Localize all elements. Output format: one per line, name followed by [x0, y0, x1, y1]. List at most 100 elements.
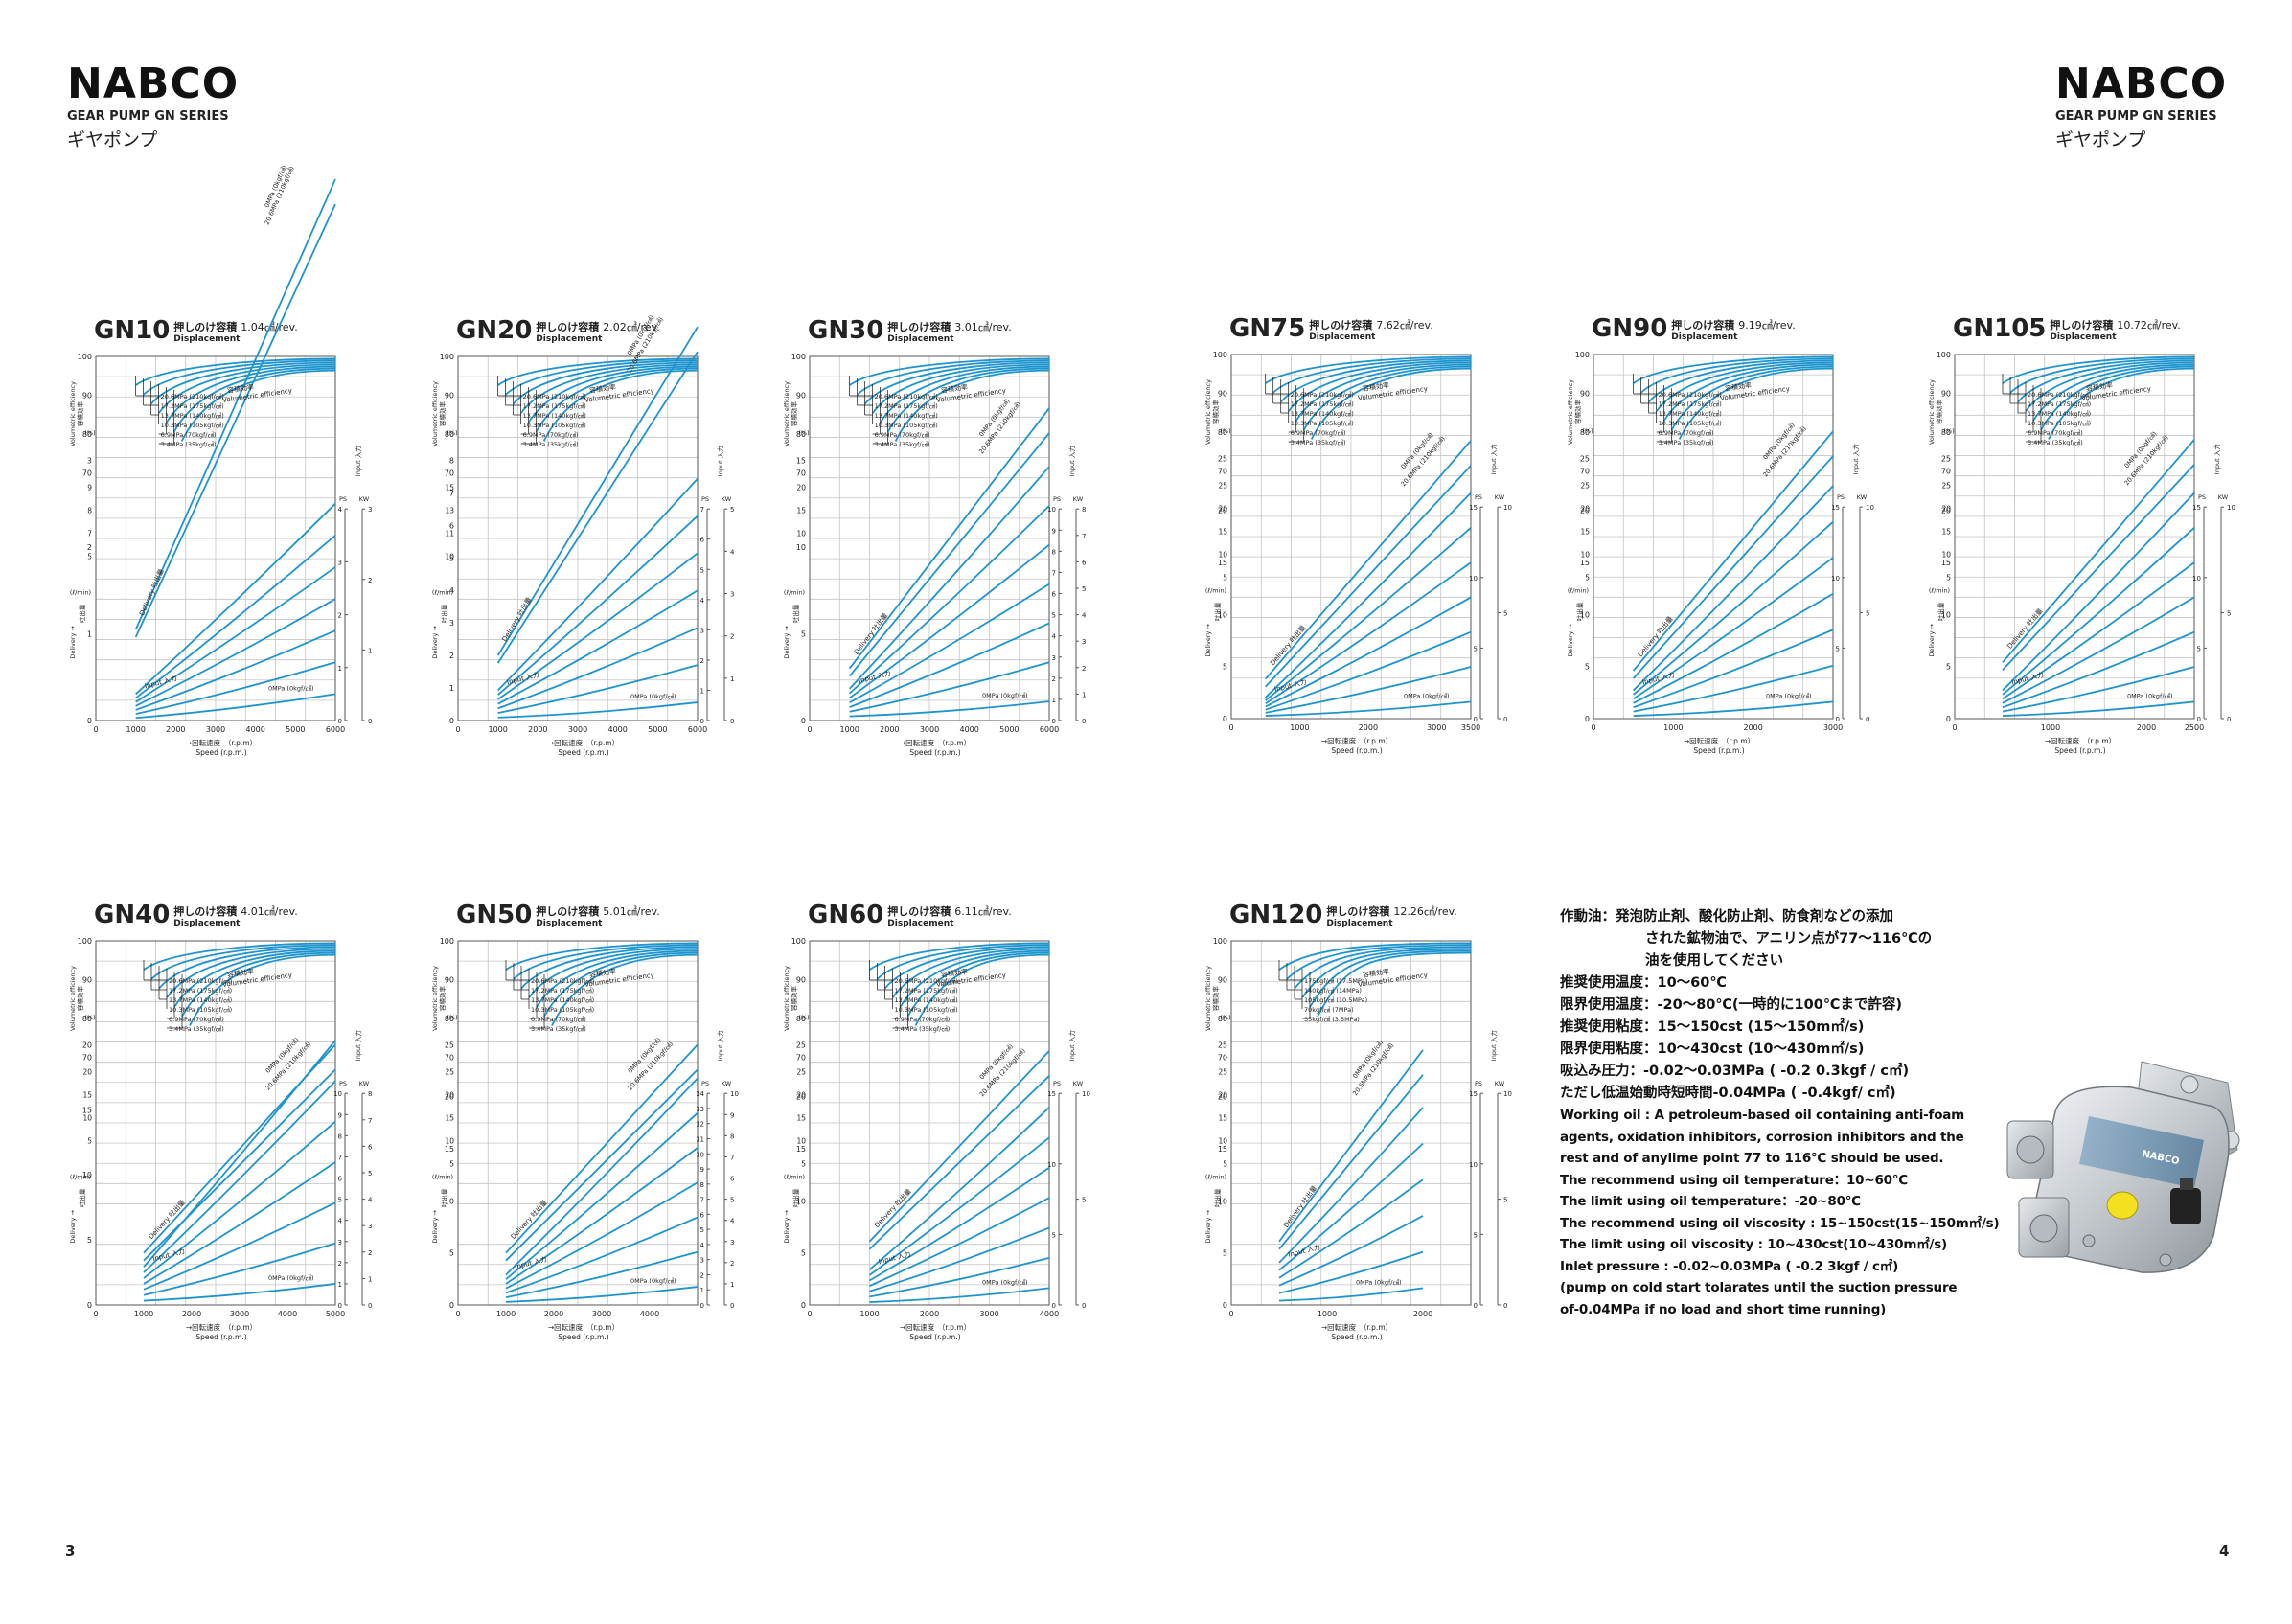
ps-tick-label: 5	[2197, 645, 2201, 652]
x-tick-label: 0	[93, 1310, 98, 1318]
pressure-legend-label: 6.9MPa (70kgf/㎠)	[531, 1015, 586, 1023]
efficiency-curve	[2017, 359, 2195, 403]
ps-tick-label: 10	[696, 1151, 704, 1158]
y-axis-efficiency-label-jp: 容積効率	[790, 986, 798, 1012]
delivery-tick-label: 10	[796, 543, 806, 552]
x-tick-label: 3000	[920, 725, 939, 734]
eff-scale-label: 15	[82, 1091, 92, 1100]
eff-scale-label: 20	[445, 1091, 454, 1100]
pressure-legend-label: 10.3MPa (105kgf/㎠)	[1291, 419, 1354, 427]
input-axis-label: Input 入力	[1489, 1030, 1498, 1061]
input-curve	[1265, 561, 1472, 705]
model-name: GN75	[1229, 314, 1306, 343]
kw-tick-label: 1	[368, 647, 372, 654]
delivery-curve-0mpa	[134, 178, 336, 630]
note-en-line: The limit using oil temperature：-20~80℃	[1560, 1194, 1861, 1209]
input-curve	[505, 1077, 699, 1276]
pressure-legend-label: 20.6MPa (210kgf/㎠)	[875, 392, 938, 400]
note-jp-line: 作動油：発泡防止剤、酸化防止剤、防食剤などの添加	[1560, 909, 1893, 925]
ps-tick-label: 10	[1047, 1161, 1056, 1169]
pressure-legend-label: 13.7MPa (140kgf/㎠)	[531, 995, 594, 1004]
kw-tick-label: 5	[730, 506, 734, 514]
series-label: GEAR PUMP GN SERIES	[67, 109, 229, 124]
x-tick-label: 5000	[999, 725, 1019, 734]
y-axis-efficiency-label: Volumetric efficiency	[69, 966, 77, 1031]
zero-pressure-input-label: 0MPa (0kgf/㎠)	[268, 683, 314, 692]
x-axis-label-jp: →回転速度 （r.p.m）	[1321, 736, 1392, 745]
y-axis-delivery-unit: (ℓ/min)	[70, 588, 91, 596]
eff-tick-label: 100	[440, 937, 454, 946]
delivery-curve-high-pressure	[848, 432, 1050, 677]
y-axis-efficiency-label-jp: 容積効率	[1935, 400, 1943, 425]
x-tick-label: 2000	[2137, 723, 2156, 732]
ps-tick-label: 7	[1052, 569, 1056, 577]
y-axis-delivery-unit: (ℓ/min)	[784, 588, 805, 596]
chart-title: GN75 押しのけ容積 7.62㎤/rev. Displacement	[1229, 314, 1433, 349]
pressure-legend-label: 20.6MPa (210kgf/㎠)	[523, 392, 586, 400]
chart-gn20: GN20 押しのけ容積 2.02㎤/rev. Displacement 0 1000 200…	[429, 313, 735, 766]
input-curve	[868, 1136, 1050, 1276]
delivery-tick-label: 15	[82, 1106, 92, 1114]
x-tick-label: 2000	[880, 725, 899, 734]
model-name: GN50	[456, 901, 533, 929]
efficiency-curve	[1647, 359, 1834, 403]
chart-gn50: GN50 押しのけ容積 5.01㎤/rev. Displacement 0 1000 200…	[429, 901, 739, 1351]
delivery-tick-label: 5	[801, 629, 806, 638]
eff-tick-label: 100	[1937, 351, 1951, 359]
ps-tick-label: 2	[338, 612, 342, 620]
delivery-curve-0mpa	[1278, 1049, 1424, 1243]
delivery-tick-label: 1	[449, 684, 454, 693]
pressure-legend-label: 10.3MPa (105kgf/㎠)	[1659, 419, 1722, 427]
zero-pressure-input-label: 0MPa (0kgf/㎠)	[2127, 691, 2173, 699]
x-tick-label: 2000	[166, 725, 185, 734]
input-curve	[849, 583, 1050, 704]
efficiency-curve	[181, 951, 336, 1018]
input-curve	[143, 1201, 336, 1291]
eff-tick-label: 80	[1218, 428, 1227, 437]
x-tick-label: 1000	[860, 1310, 879, 1318]
pressure-legend-label: 10.3MPa (105kgf/㎠)	[169, 1005, 232, 1014]
displacement: 押しのけ容積 9.19㎤/rev. Displacement	[1671, 319, 1795, 343]
displacement-value: 5.01㎤/rev.	[603, 905, 660, 918]
delivery-tick-label: 4	[449, 586, 454, 595]
x-tick-label: 1000	[839, 725, 859, 734]
x-tick-label: 4000	[245, 725, 264, 734]
efficiency-curve	[1670, 365, 1834, 431]
input-curve	[505, 1250, 699, 1298]
efficiency-curve	[543, 951, 699, 1018]
ps-tick-label: 0	[338, 1302, 342, 1310]
y-axis-efficiency-label-jp: 容積効率	[76, 401, 84, 427]
x-axis-label-jp: →回転速度 （r.p.m）	[186, 1322, 257, 1332]
brand-header-right: NABCO GEAR PUMP GN SERIES ギヤポンプ	[2055, 63, 2227, 151]
efficiency-curve	[143, 359, 336, 396]
brand-header-left: NABCO GEAR PUMP GN SERIES ギヤポンプ	[67, 63, 239, 151]
zero-pressure-input-label: 0MPa (0kgf/㎠)	[268, 1273, 314, 1282]
pressure-legend-label: 6.9MPa (70kgf/㎠)	[169, 1015, 224, 1023]
ps-tick-label: 0	[1474, 716, 1478, 723]
kw-tick-label: 2	[1082, 665, 1086, 673]
y-axis-efficiency-label-jp: 容積効率	[438, 986, 447, 1012]
x-tick-label: 5000	[326, 1310, 345, 1318]
efficiency-curve	[1655, 361, 1834, 412]
input-curve	[849, 505, 1050, 695]
displacement: 押しのけ容積 5.01㎤/rev. Displacement	[536, 905, 659, 929]
x-tick-label: 1000	[1290, 723, 1309, 732]
input-curve	[849, 700, 1050, 718]
input-curve	[1633, 520, 1834, 696]
input-curve	[1278, 1215, 1424, 1287]
efficiency-legend: 20.6MPa (210kgf/㎠)17.2MPa (175kgf/㎠)13.7…	[1265, 374, 1354, 446]
chart-gn30: GN30 押しのけ容積 3.01㎤/rev. Displacement 0 1000 200…	[781, 316, 1087, 766]
efficiency-label-jp: 容積効率	[941, 967, 969, 979]
ps-tick-label: 3	[1052, 654, 1056, 662]
y-axis-delivery-label-jp: 吐出量	[1213, 1188, 1222, 1207]
y-axis-efficiency-label: Volumetric efficiency	[1928, 379, 1936, 445]
y-axis-delivery-label: Delivery →	[69, 626, 77, 659]
chart-gn120: GN120 押しのけ容積 12.26㎤/rev. Displacement 0 1000 2…	[1203, 901, 1512, 1351]
efficiency-curve	[2002, 355, 2195, 384]
x-tick-label: 4000	[1040, 1310, 1059, 1318]
eff-scale-label: 11	[445, 530, 454, 538]
efficiency-curve	[1640, 357, 1834, 394]
ps-tick-label: 4	[338, 1218, 343, 1225]
efficiency-label-jp: 容積効率	[227, 382, 255, 395]
y-axis-efficiency-label: Volumetric efficiency	[783, 966, 791, 1031]
